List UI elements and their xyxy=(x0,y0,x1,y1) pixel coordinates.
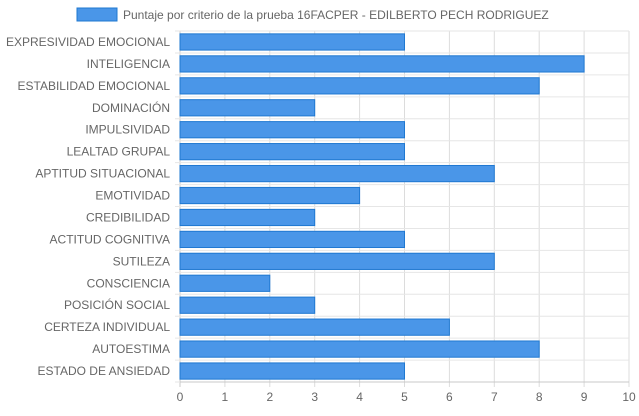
bar[interactable] xyxy=(179,164,495,183)
category-label: APTITUD SITUACIONAL xyxy=(35,167,170,181)
bar[interactable] xyxy=(179,186,361,205)
x-tick-label: 8 xyxy=(536,390,543,404)
category-label: INTELIGENCIA xyxy=(87,57,170,71)
bar[interactable] xyxy=(179,55,585,73)
legend-swatch[interactable] xyxy=(76,7,118,22)
bar[interactable] xyxy=(179,77,540,95)
category-label: POSICIÓN SOCIAL xyxy=(64,297,170,312)
category-label: ACTITUD COGNITIVA xyxy=(50,232,170,246)
category-label: CONSCIENCIA xyxy=(87,276,170,290)
bar[interactable] xyxy=(179,274,271,292)
bars xyxy=(179,33,585,380)
x-tick-label: 10 xyxy=(622,390,636,404)
x-tick-label: 0 xyxy=(177,390,184,404)
bar[interactable] xyxy=(179,318,450,336)
bar[interactable] xyxy=(179,33,405,51)
category-label: LEALTAD GRUPAL xyxy=(67,145,171,159)
bar[interactable] xyxy=(179,143,405,161)
x-tick-label: 1 xyxy=(222,390,229,404)
bar[interactable] xyxy=(179,252,495,270)
legend-label[interactable]: Puntaje por criterio de la prueba 16FACP… xyxy=(123,8,549,22)
category-label: CERTEZA INDIVIDUAL xyxy=(44,320,170,334)
bar[interactable] xyxy=(179,208,316,227)
x-tick-label: 7 xyxy=(491,390,498,404)
x-tick-label: 5 xyxy=(401,390,408,404)
category-label: SUTILEZA xyxy=(113,254,170,268)
bar[interactable] xyxy=(179,121,405,139)
x-tick-label: 3 xyxy=(311,390,318,404)
category-label: ESTADO DE ANSIEDAD xyxy=(38,364,171,378)
category-label: ESTABILIDAD EMOCIONAL xyxy=(18,79,171,93)
bar[interactable] xyxy=(179,230,405,249)
bar[interactable] xyxy=(179,340,540,358)
x-tick-label: 4 xyxy=(356,390,363,404)
x-tick-label: 2 xyxy=(266,390,273,404)
x-tick-label: 6 xyxy=(446,390,453,404)
category-label: EXPRESIVIDAD EMOCIONAL xyxy=(6,35,170,49)
bar[interactable] xyxy=(179,99,316,117)
bar[interactable] xyxy=(179,296,316,314)
x-tick-labels: 0 1 2 3 4 5 6 7 8 9 10 xyxy=(177,390,636,404)
category-label: CREDIBILIDAD xyxy=(86,210,170,224)
category-labels: EXPRESIVIDAD EMOCIONAL INTELIGENCIA ESTABI… xyxy=(6,35,170,378)
category-label: DOMINACIÓN xyxy=(92,100,170,115)
bar[interactable] xyxy=(179,362,405,380)
category-label: AUTOESTIMA xyxy=(92,342,170,356)
legend[interactable]: Puntaje por criterio de la prueba 16FACP… xyxy=(76,7,549,22)
category-label: EMOTIVIDAD xyxy=(95,189,170,203)
x-tick-label: 9 xyxy=(581,390,588,404)
category-label: IMPULSIVIDAD xyxy=(85,123,170,137)
